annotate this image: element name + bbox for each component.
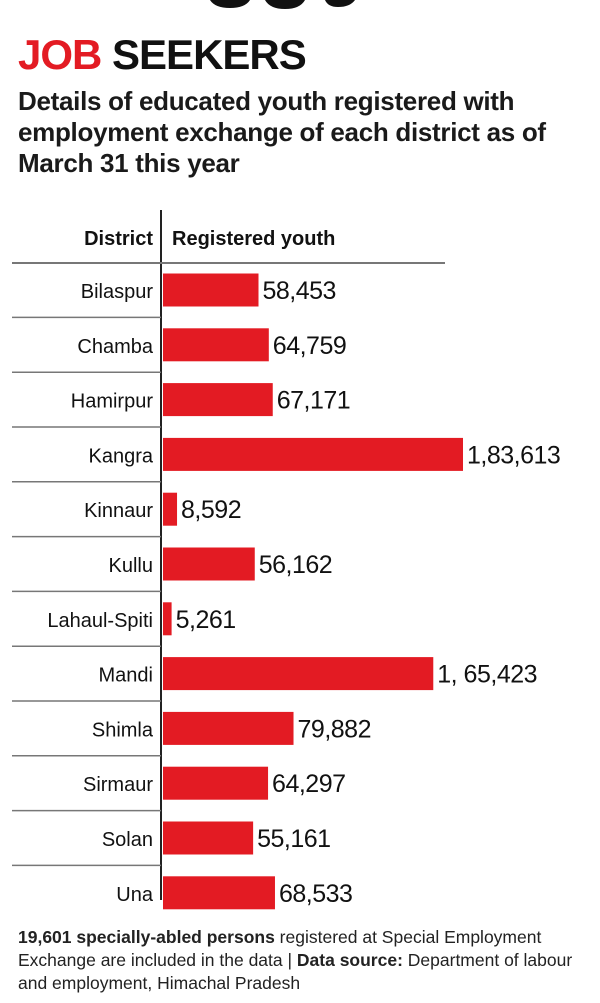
district-label: Solan: [102, 829, 153, 851]
district-label: Bilaspur: [81, 281, 154, 303]
bar: [163, 657, 434, 691]
value-label: 64,759: [273, 332, 346, 360]
district-label: Una: [116, 884, 154, 906]
bar: [163, 766, 269, 800]
value-label: 1, 65,423: [437, 661, 537, 689]
district-label: Sirmaur: [83, 774, 153, 796]
district-label: Kinnaur: [84, 500, 153, 522]
value-label: 55,161: [257, 825, 330, 853]
bar: [163, 711, 294, 745]
value-label: 8,592: [181, 496, 241, 524]
bar-chart: District Registered youth Bilaspur 58,453…: [12, 210, 561, 910]
column-header-registered-youth: Registered youth: [172, 228, 335, 250]
district-label: Kullu: [109, 555, 153, 577]
value-label: 1,83,613: [467, 441, 560, 469]
bar: [163, 383, 273, 417]
bar: [163, 437, 463, 471]
district-label: Shimla: [92, 719, 154, 741]
column-header-district: District: [84, 228, 153, 250]
title-black-part: SEEKERS: [112, 31, 307, 78]
bar: [163, 328, 269, 362]
footnote-source: Department of labour and employment, Him…: [18, 950, 573, 993]
value-label: 5,261: [176, 606, 236, 634]
bar: [163, 547, 255, 581]
value-label: 56,162: [259, 551, 332, 579]
district-label: Mandi: [99, 665, 153, 687]
district-label: Lahaul-Spiti: [47, 610, 153, 632]
footnote-text: registered at Special Employment Exchang…: [18, 927, 542, 970]
bar: [163, 876, 275, 910]
footnote-source-label: Data source:: [296, 950, 403, 970]
district-label: Hamirpur: [71, 391, 154, 413]
top-decoration: [210, 0, 355, 9]
bar: [163, 602, 172, 636]
bar: [163, 273, 259, 307]
district-label: Chamba: [77, 336, 153, 358]
bar: [163, 821, 254, 855]
value-label: 67,171: [277, 387, 350, 415]
page-title: JOB SEEKERS: [18, 31, 307, 78]
value-label: 58,453: [263, 277, 336, 305]
value-label: 64,297: [272, 770, 345, 798]
subtitle: Details of educated youth registered wit…: [18, 86, 546, 178]
footnote-bold-count: 19,601 specially-abled persons: [18, 927, 275, 947]
title-red-part: JOB: [18, 31, 102, 78]
bar: [163, 492, 178, 526]
district-label: Kangra: [89, 445, 154, 467]
value-label: 68,533: [279, 880, 352, 908]
footnote: 19,601 specially-abled persons registere…: [18, 926, 588, 995]
value-label: 79,882: [298, 715, 371, 743]
